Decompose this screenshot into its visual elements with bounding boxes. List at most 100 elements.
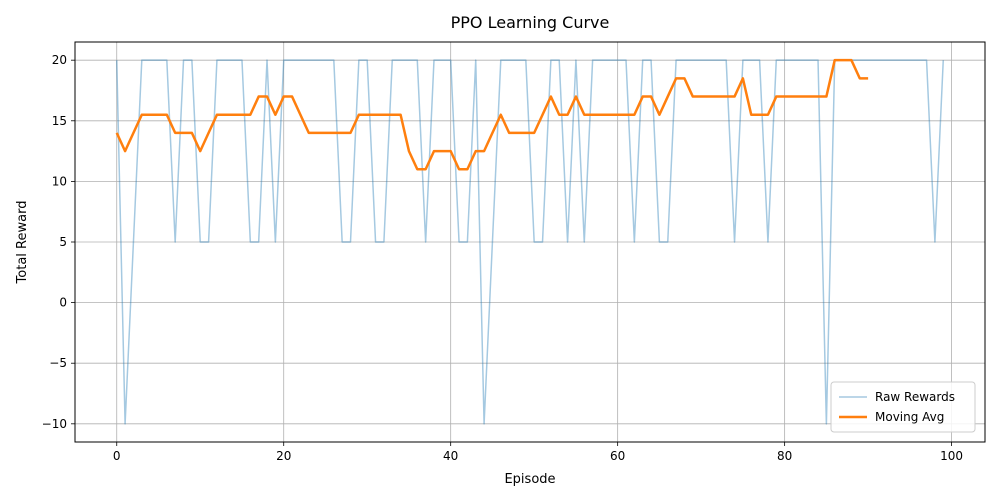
raw-rewards-line (115, 59, 945, 425)
raw-rewards-point (525, 60, 526, 61)
moving-avg-point (592, 114, 593, 115)
raw-rewards-point (400, 60, 401, 61)
raw-rewards-point (634, 242, 635, 243)
moving-avg-point (442, 151, 443, 152)
moving-avg-point (233, 114, 234, 115)
raw-rewards-point (383, 242, 384, 243)
raw-rewards-point (492, 242, 493, 243)
moving-avg-point (843, 60, 844, 61)
raw-rewards-point (191, 60, 192, 61)
moving-avg-point (208, 132, 209, 133)
moving-avg-point (542, 114, 543, 115)
legend-label: Moving Avg (875, 410, 944, 424)
raw-rewards-point (425, 242, 426, 243)
raw-rewards-point (943, 60, 944, 61)
moving-avg-point (450, 151, 451, 152)
raw-rewards-point (116, 60, 117, 61)
y-axis-label: Total Reward (15, 201, 30, 285)
raw-rewards-point (367, 60, 368, 61)
raw-rewards-point (876, 60, 877, 61)
moving-avg-point (342, 132, 343, 133)
moving-avg-point (684, 78, 685, 79)
raw-rewards-point (300, 60, 301, 61)
moving-avg-point (325, 132, 326, 133)
raw-rewards-point (375, 242, 376, 243)
raw-rewards-point (726, 60, 727, 61)
x-tick-label: 40 (443, 449, 458, 463)
moving-avg-point (350, 132, 351, 133)
raw-rewards-point (575, 60, 576, 61)
raw-rewards-point (767, 242, 768, 243)
moving-avg-point (626, 114, 627, 115)
raw-rewards-point (450, 60, 451, 61)
raw-rewards-point (701, 60, 702, 61)
moving-avg-point (651, 96, 652, 97)
raw-rewards-point (926, 60, 927, 61)
raw-rewards-point (868, 60, 869, 61)
moving-avg-point (333, 132, 334, 133)
moving-avg-point (150, 114, 151, 115)
y-tick-label: 0 (59, 296, 67, 310)
raw-rewards-point (258, 242, 259, 243)
moving-avg-point (250, 114, 251, 115)
y-tick-label: 20 (52, 53, 67, 67)
raw-rewards-point (208, 242, 209, 243)
raw-rewards-point (676, 60, 677, 61)
moving-avg-point (317, 132, 318, 133)
series-layer (115, 58, 945, 425)
raw-rewards-point (909, 60, 910, 61)
moving-avg-point (801, 96, 802, 97)
y-tick-label: 5 (59, 235, 67, 249)
raw-rewards-point (317, 60, 318, 61)
moving-avg-point (676, 78, 677, 79)
moving-avg-point (358, 114, 359, 115)
raw-rewards-point (792, 60, 793, 61)
moving-avg-point (500, 114, 501, 115)
moving-avg-point (751, 114, 752, 115)
moving-avg-point (433, 151, 434, 152)
moving-avg-point (400, 114, 401, 115)
moving-avg-point (267, 96, 268, 97)
moving-avg-point (125, 151, 126, 152)
raw-rewards-point (459, 242, 460, 243)
y-axis: −10 −5 0 5 10 15 20 (42, 53, 75, 431)
moving-avg-line (115, 58, 869, 171)
raw-rewards-point (342, 242, 343, 243)
legend: Raw Rewards Moving Avg (830, 381, 976, 433)
moving-avg-point (567, 114, 568, 115)
raw-rewards-point (275, 242, 276, 243)
moving-avg-point (525, 132, 526, 133)
moving-avg-point (425, 169, 426, 170)
moving-avg-point (158, 114, 159, 115)
moving-avg-point (600, 114, 601, 115)
raw-rewards-point (150, 60, 151, 61)
moving-avg-point (459, 169, 460, 170)
raw-rewards-point (283, 60, 284, 61)
raw-rewards-point (408, 60, 409, 61)
raw-rewards-point (809, 60, 810, 61)
moving-avg-point (517, 132, 518, 133)
raw-rewards-point (158, 60, 159, 61)
moving-avg-point (642, 96, 643, 97)
raw-rewards-point (500, 60, 501, 61)
raw-rewards-point (642, 60, 643, 61)
raw-rewards-point (233, 60, 234, 61)
raw-rewards-point (417, 60, 418, 61)
x-axis-label: Episode (504, 472, 555, 487)
moving-avg-point (367, 114, 368, 115)
raw-rewards-point (684, 60, 685, 61)
moving-avg-point (826, 96, 827, 97)
moving-avg-point (408, 151, 409, 152)
raw-rewards-point (667, 242, 668, 243)
raw-rewards-point (659, 242, 660, 243)
moving-avg-point (417, 169, 418, 170)
moving-avg-point (200, 151, 201, 152)
raw-rewards-point (125, 423, 126, 424)
moving-avg-point (241, 114, 242, 115)
raw-rewards-point (818, 60, 819, 61)
raw-rewards-point (609, 60, 610, 61)
moving-avg-point (292, 96, 293, 97)
moving-avg-point (141, 114, 142, 115)
raw-rewards-point (250, 242, 251, 243)
x-tick-label: 100 (940, 449, 963, 463)
